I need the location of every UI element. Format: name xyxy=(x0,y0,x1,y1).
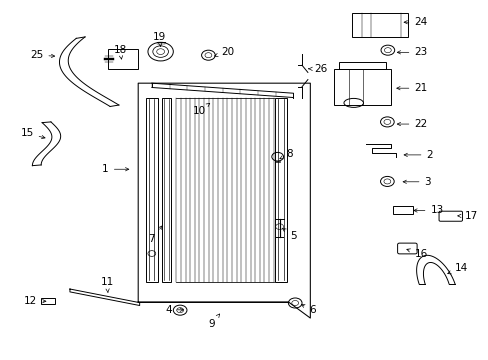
Bar xyxy=(333,69,390,105)
Text: 16: 16 xyxy=(406,249,427,259)
Text: 21: 21 xyxy=(396,83,427,93)
Bar xyxy=(146,98,158,282)
Text: 2: 2 xyxy=(403,150,432,160)
Text: 3: 3 xyxy=(402,177,430,187)
Text: 18: 18 xyxy=(113,45,126,59)
Bar xyxy=(392,206,412,214)
Text: 1: 1 xyxy=(102,164,128,174)
Bar xyxy=(338,62,385,69)
Bar xyxy=(161,98,171,282)
Text: 26: 26 xyxy=(308,64,326,74)
Bar xyxy=(274,98,286,282)
Text: 24: 24 xyxy=(403,17,427,27)
Text: 13: 13 xyxy=(413,206,443,216)
Text: 19: 19 xyxy=(153,32,166,46)
Text: 20: 20 xyxy=(214,47,234,57)
Text: 7: 7 xyxy=(148,226,162,244)
Bar xyxy=(108,49,138,69)
Text: 6: 6 xyxy=(301,305,315,315)
Text: 15: 15 xyxy=(20,129,45,139)
Text: 11: 11 xyxy=(100,277,113,293)
Text: 25: 25 xyxy=(30,50,55,60)
Text: 5: 5 xyxy=(282,229,296,240)
Text: 22: 22 xyxy=(396,119,427,129)
Text: 17: 17 xyxy=(457,211,477,221)
Text: 10: 10 xyxy=(193,103,209,116)
Text: 12: 12 xyxy=(24,296,46,306)
Text: 14: 14 xyxy=(447,263,467,274)
Text: 23: 23 xyxy=(396,47,427,57)
Text: 8: 8 xyxy=(279,149,292,159)
Bar xyxy=(351,13,407,37)
Text: 9: 9 xyxy=(207,314,219,329)
Text: 4: 4 xyxy=(165,305,183,315)
